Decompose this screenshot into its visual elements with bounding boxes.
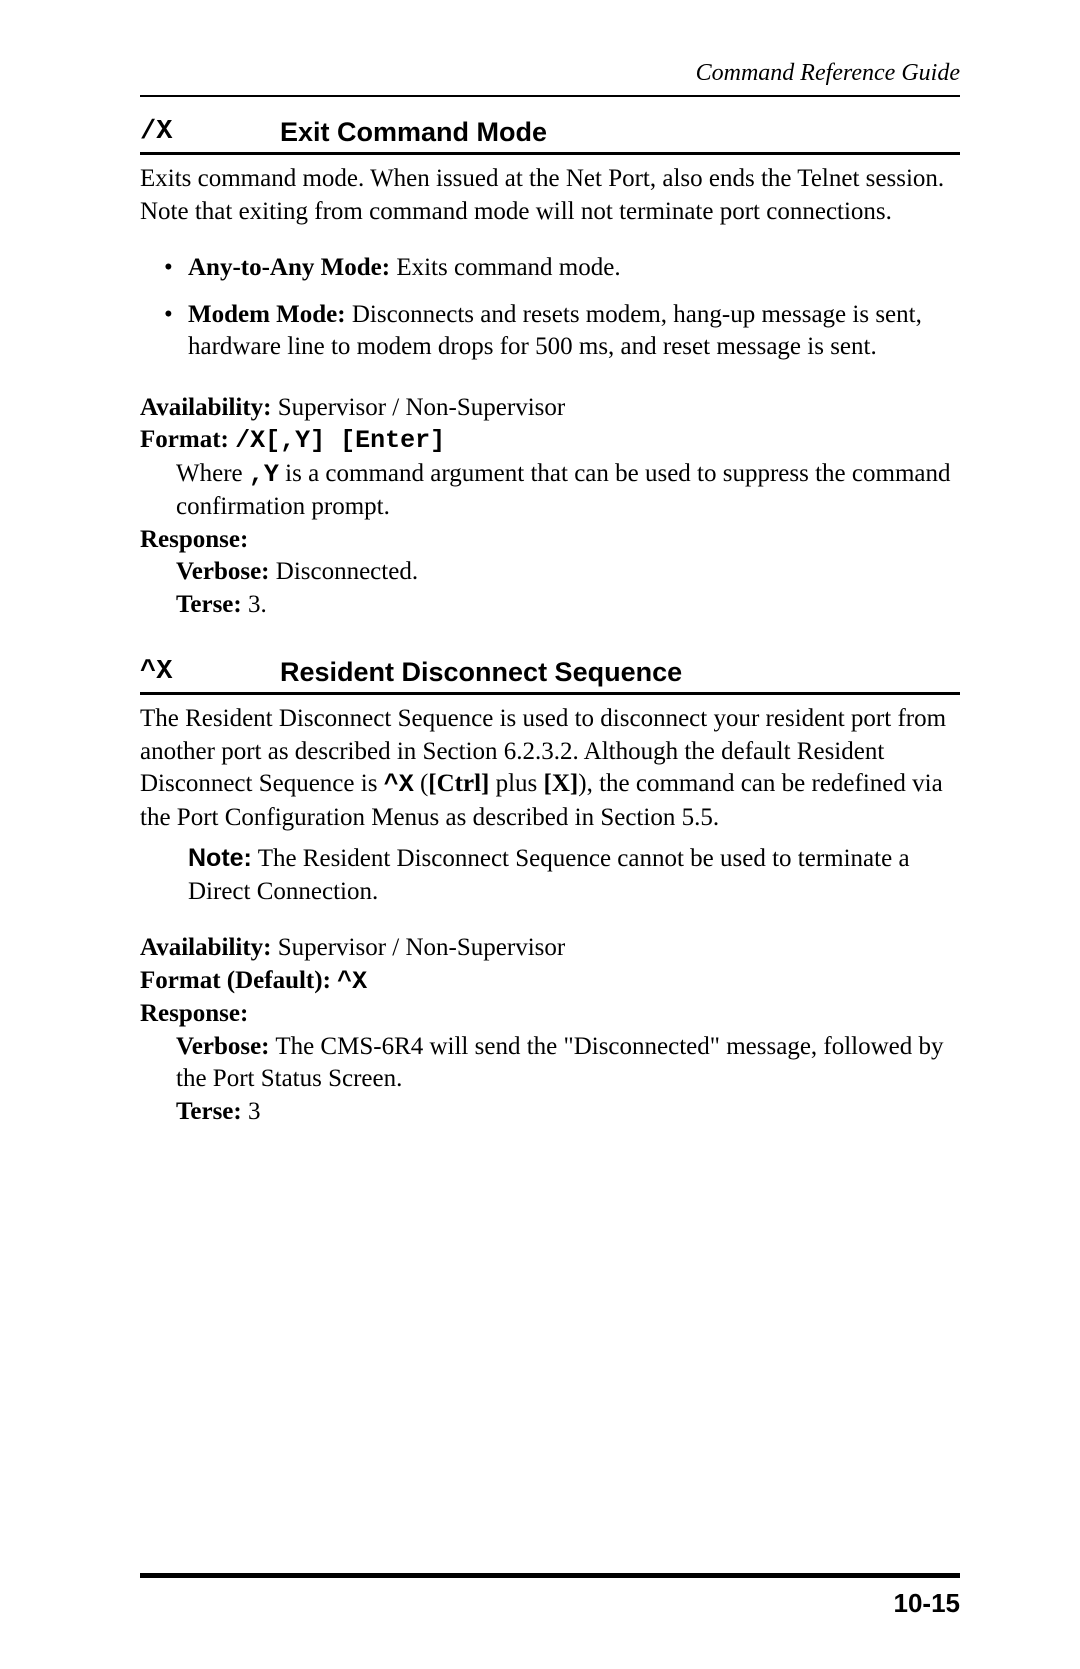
section1-format: Format: /X[,Y] [Enter] (140, 424, 960, 458)
where-code: ,Y (249, 460, 279, 489)
section1-terse: Terse: 3. (140, 589, 960, 622)
list-item: Modem Mode: Disconnects and resets modem… (188, 299, 960, 364)
desc-paren: ( (414, 770, 429, 797)
section2-response: Response: (140, 998, 960, 1031)
page-footer: 10-15 (140, 1573, 960, 1619)
terse-label: Terse: (176, 1098, 242, 1125)
bullet-label: Modem Mode: (188, 301, 346, 328)
format-label: Format: (140, 426, 235, 453)
response-label: Response: (140, 1000, 248, 1027)
section1-title: Exit Command Mode (280, 117, 547, 148)
section1-description: Exits command mode. When issued at the N… (140, 163, 960, 228)
verbose-value: The CMS-6R4 will send the "Disconnected"… (176, 1033, 944, 1093)
desc-ctrl: [Ctrl] (428, 770, 489, 797)
section2-code: ^X (140, 657, 280, 688)
section1-format-where: Where ,Y is a command argument that can … (140, 458, 960, 524)
header-title: Command Reference Guide (696, 60, 960, 86)
page-number: 10-15 (894, 1588, 961, 1618)
terse-value: 3 (242, 1098, 261, 1125)
page-header: Command Reference Guide (140, 60, 960, 97)
note-text: The Resident Disconnect Sequence cannot … (188, 845, 910, 905)
where-pre: Where (176, 460, 249, 487)
desc-code: ^X (384, 770, 414, 799)
section2-verbose: Verbose: The CMS-6R4 will send the "Disc… (140, 1031, 960, 1096)
section2-description: The Resident Disconnect Sequence is used… (140, 703, 960, 834)
format-code: ^X (337, 967, 367, 996)
verbose-label: Verbose: (176, 1033, 270, 1060)
format-code: /X[,Y] [Enter] (235, 426, 445, 455)
section2-availability: Availability: Supervisor / Non-Superviso… (140, 932, 960, 965)
section2-terse: Terse: 3 (140, 1096, 960, 1129)
section1-availability: Availability: Supervisor / Non-Superviso… (140, 392, 960, 425)
verbose-label: Verbose: (176, 558, 270, 585)
note-label: Note: (188, 844, 252, 872)
list-item: Any-to-Any Mode: Exits command mode. (188, 252, 960, 285)
bullet-label: Any-to-Any Mode: (188, 254, 390, 281)
section1-verbose: Verbose: Disconnected. (140, 556, 960, 589)
section2-title: Resident Disconnect Sequence (280, 657, 682, 688)
desc-x: [X] (544, 770, 579, 797)
response-label: Response: (140, 526, 248, 553)
section2-note: Note: The Resident Disconnect Sequence c… (140, 842, 960, 908)
verbose-value: Disconnected. (270, 558, 419, 585)
availability-value: Supervisor / Non-Supervisor (271, 934, 565, 961)
desc-plus: plus (489, 770, 543, 797)
terse-label: Terse: (176, 591, 242, 618)
bullet-text: Exits command mode. (390, 254, 621, 281)
section1-code: /X (140, 117, 280, 148)
where-post: is a command argument that can be used t… (176, 460, 951, 521)
section2-format: Format (Default): ^X (140, 965, 960, 999)
section2-header: ^X Resident Disconnect Sequence (140, 657, 960, 695)
section1-header: /X Exit Command Mode (140, 117, 960, 155)
availability-label: Availability: (140, 934, 271, 961)
terse-value: 3. (242, 591, 267, 618)
section1-bullets: Any-to-Any Mode: Exits command mode. Mod… (140, 252, 960, 364)
format-label: Format (Default): (140, 967, 337, 994)
section1-response: Response: (140, 524, 960, 557)
availability-label: Availability: (140, 394, 271, 421)
availability-value: Supervisor / Non-Supervisor (271, 394, 565, 421)
